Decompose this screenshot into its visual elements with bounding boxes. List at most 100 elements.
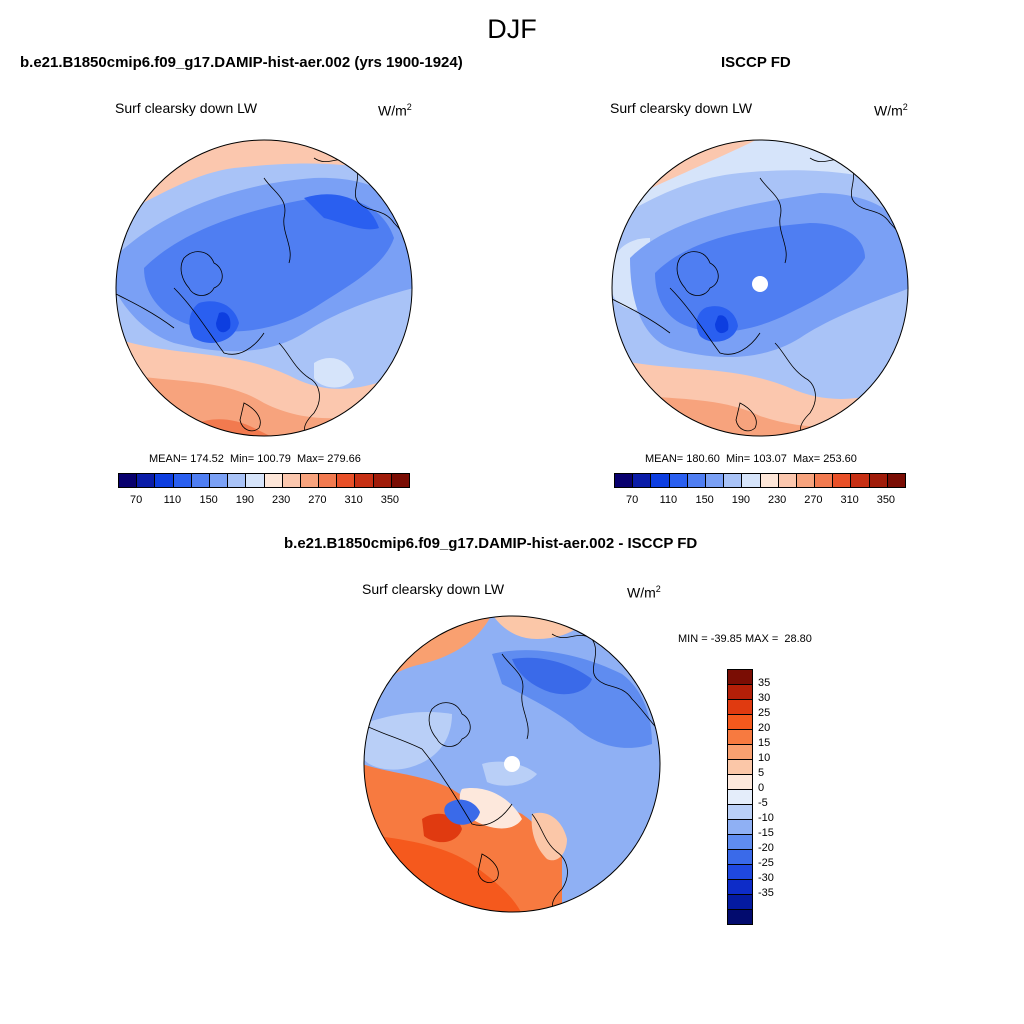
colorbar-swatch [728, 850, 752, 865]
colorbar-tick-label: 310 [344, 494, 363, 506]
colorbar-swatch [319, 474, 338, 487]
colorbar-tick-label: 20 [758, 722, 771, 734]
panel-model-stats: MEAN= 174.52 Min= 100.79 Max= 279.66 [149, 453, 361, 465]
colorbar-swatch [815, 474, 834, 487]
panel-obs-units: W/m2 [874, 102, 908, 119]
colorbar-tick-label: 150 [199, 494, 218, 506]
colorbar-tick-label: 270 [804, 494, 823, 506]
colorbar-swatch [728, 775, 752, 790]
figure-title: DJF [487, 14, 537, 44]
colorbar-swatch [687, 474, 706, 487]
colorbar-swatch [228, 474, 247, 487]
colorbar-swatch [728, 865, 752, 880]
colorbar-swatch [282, 474, 301, 487]
panel-model-units: W/m2 [378, 102, 412, 119]
panel-model-variable: Surf clearsky down LW [115, 100, 258, 116]
colorbar-swatch [728, 835, 752, 850]
colorbar-swatch [728, 700, 752, 715]
colorbar-swatch [246, 474, 265, 487]
colorbar-tick-label: -20 [758, 842, 774, 854]
colorbar-swatch [887, 474, 905, 487]
panel-diff-colorbar-ticks: 35 30 25 20 15 10 5 0 -5 -10 -15 -20 -25 -30 -35 [758, 669, 798, 909]
colorbar-tick-label: 270 [308, 494, 327, 506]
colorbar-swatch [728, 745, 752, 760]
colorbar-swatch [728, 820, 752, 835]
colorbar-swatch [724, 474, 743, 487]
colorbar-tick-label: -35 [758, 887, 774, 899]
colorbar-swatch [728, 670, 752, 685]
panel-model-header: b.e21.B1850cmip6.f09_g17.DAMIP-hist-aer.… [20, 54, 463, 71]
colorbar-swatch [300, 474, 320, 487]
panel-diff-header: b.e21.B1850cmip6.f09_g17.DAMIP-hist-aer.… [284, 535, 698, 552]
colorbar-swatch [796, 474, 816, 487]
panel-diff-polar-map [363, 615, 661, 913]
colorbar-tick-label: 70 [626, 494, 639, 506]
colorbar-swatch [651, 474, 670, 487]
colorbar-tick-label: 5 [758, 767, 765, 779]
colorbar-swatch [778, 474, 797, 487]
colorbar-swatch [209, 474, 229, 487]
panel-obs-stats: MEAN= 180.60 Min= 103.07 Max= 253.60 [645, 453, 857, 465]
colorbar-tick-label: 230 [271, 494, 291, 506]
colorbar-swatch [337, 474, 356, 487]
colorbar-swatch [155, 474, 174, 487]
colorbar-tick-label: 15 [758, 737, 771, 749]
colorbar-swatch [391, 474, 409, 487]
colorbar-swatch [728, 790, 752, 805]
colorbar-tick-label: 110 [659, 494, 678, 506]
colorbar-swatch [728, 685, 752, 700]
colorbar-tick-label: -15 [758, 827, 774, 839]
colorbar-swatch [728, 895, 752, 910]
colorbar-tick-label: 190 [731, 494, 751, 506]
colorbar-swatch [355, 474, 374, 487]
colorbar-tick-label: 310 [840, 494, 859, 506]
panel-model-polar-map [115, 139, 413, 437]
colorbar-swatch [633, 474, 652, 487]
colorbar-swatch [728, 760, 752, 775]
colorbar-tick-label: 30 [758, 692, 771, 704]
colorbar-tick-label: 350 [380, 494, 400, 506]
colorbar-swatch [833, 474, 852, 487]
colorbar-swatch [728, 715, 752, 730]
colorbar-swatch [728, 880, 752, 895]
colorbar-swatch [760, 474, 779, 487]
colorbar-tick-label: 350 [876, 494, 896, 506]
colorbar-swatch [728, 805, 752, 820]
panel-obs-polar-map [611, 139, 909, 437]
colorbar-tick-label: 230 [767, 494, 787, 506]
colorbar-tick-label: 190 [235, 494, 255, 506]
colorbar-swatch [851, 474, 870, 487]
colorbar-tick-label: -30 [758, 872, 774, 884]
panel-diff-stats: MIN = -39.85 MAX = 28.80 [678, 633, 812, 645]
colorbar-tick-label: -5 [758, 797, 768, 809]
colorbar-tick-label: -10 [758, 812, 774, 824]
colorbar-swatch [728, 910, 752, 924]
panel-model-colorbar [118, 473, 410, 488]
colorbar-swatch [264, 474, 283, 487]
colorbar-swatch [728, 730, 752, 745]
colorbar-tick-label: -25 [758, 857, 774, 869]
panel-obs-colorbar-ticks: 70 110 150 190 230 270 310 350 [614, 494, 904, 508]
panel-obs-header: ISCCP FD [721, 54, 791, 71]
colorbar-swatch [669, 474, 688, 487]
colorbar-tick-label: 10 [758, 752, 771, 764]
colorbar-tick-label: 110 [163, 494, 182, 506]
colorbar-swatch [615, 474, 634, 487]
colorbar-swatch [742, 474, 761, 487]
panel-model-colorbar-ticks: 70 110 150 190 230 270 310 350 [118, 494, 408, 508]
panel-diff-variable: Surf clearsky down LW [362, 581, 505, 597]
panel-diff-colorbar [727, 669, 753, 925]
colorbar-swatch [119, 474, 138, 487]
colorbar-swatch [869, 474, 888, 487]
colorbar-tick-label: 150 [695, 494, 714, 506]
colorbar-swatch [191, 474, 210, 487]
panel-obs-colorbar [614, 473, 906, 488]
panel-diff-units: W/m2 [627, 584, 661, 601]
colorbar-swatch [137, 474, 156, 487]
panel-obs-variable: Surf clearsky down LW [610, 100, 753, 116]
colorbar-tick-label: 35 [758, 677, 771, 689]
colorbar-swatch [373, 474, 392, 487]
colorbar-tick-label: 0 [758, 782, 765, 794]
colorbar-swatch [173, 474, 192, 487]
colorbar-swatch [705, 474, 725, 487]
